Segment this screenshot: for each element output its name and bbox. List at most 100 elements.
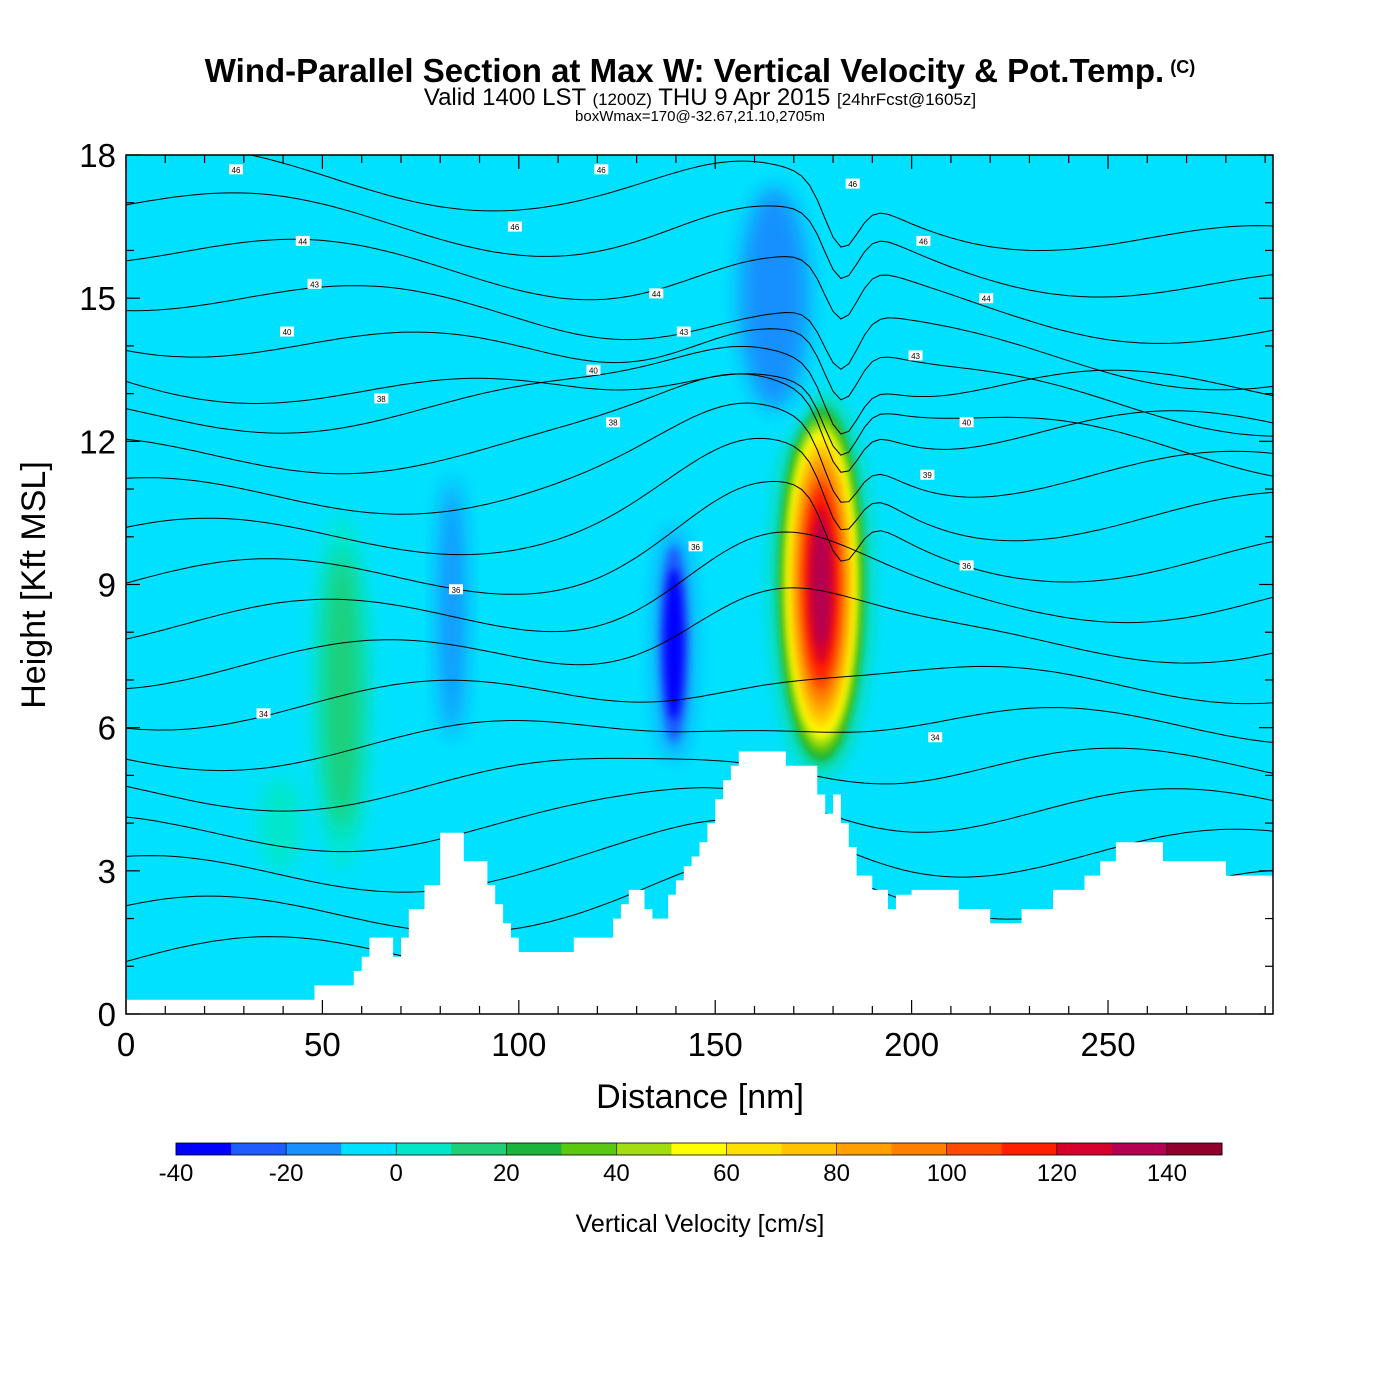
x-tick-label: 150 [688, 1026, 743, 1063]
colorbar-swatch [231, 1143, 287, 1155]
updraft-core-level [812, 523, 830, 646]
theta-label: 46 [594, 164, 609, 175]
theta-contour [126, 238, 1273, 344]
updraft-core [259, 775, 303, 871]
theta-label-text: 40 [589, 366, 598, 375]
theta-contour [126, 373, 1273, 475]
theta-contour [126, 819, 1273, 893]
downdraft-core [723, 155, 826, 442]
theta-label: 36 [959, 560, 974, 571]
colorbar-swatch [671, 1143, 728, 1155]
theta-label: 46 [916, 235, 931, 246]
theta-label-text: 39 [923, 471, 932, 480]
theta-label-text: 46 [597, 166, 606, 175]
theta-label-bg [307, 278, 322, 289]
theta-contours [126, 155, 1273, 974]
theta-label-text: 43 [310, 280, 319, 289]
downdraft-core-level [438, 478, 466, 738]
y-tick-label: 0 [98, 996, 116, 1033]
theta-label-text: 46 [919, 237, 928, 246]
colorbar-swatch [396, 1143, 452, 1155]
valid-utc: (1200Z) [592, 90, 652, 109]
colorbar-tick-label: 0 [390, 1160, 403, 1187]
theta-contour [126, 328, 1273, 437]
theta-contour [126, 346, 1273, 435]
y-axis-label: Height [Kft MSL] [15, 461, 53, 709]
theta-label: 43 [676, 326, 691, 337]
theta-label: 43 [307, 278, 322, 289]
chart-title: Wind-Parallel Section at Max W: Vertical… [0, 52, 1400, 90]
theta-label-bg [280, 326, 295, 337]
colorbar-swatch [616, 1143, 672, 1155]
theta-contour [126, 787, 1273, 853]
theta-label-bg [908, 350, 923, 361]
theta-contour [126, 192, 1273, 298]
theta-label: 44 [979, 293, 994, 304]
downdraft-core-level [739, 187, 809, 410]
theta-label: 38 [374, 393, 389, 404]
theta-label: 40 [280, 326, 295, 337]
colorbar-tick-label: 140 [1147, 1160, 1187, 1187]
colorbar-tick-label: 120 [1037, 1160, 1077, 1187]
theta-label-text: 40 [962, 419, 971, 428]
x-tick-label: 200 [884, 1026, 939, 1063]
theta-label-text: 40 [283, 328, 292, 337]
theta-label: 44 [649, 288, 664, 299]
theta-label-bg [507, 221, 522, 232]
valid-prefix: Valid 1400 LST [423, 84, 586, 111]
y-tick-label: 15 [79, 280, 116, 317]
theta-label-bg [959, 417, 974, 428]
x-axis: 0 50 100 150 200 250 [117, 155, 1266, 1063]
theta-label-bg [676, 326, 691, 337]
theta-label-text: 36 [962, 562, 971, 571]
x-axis-label: Distance [nm] [596, 1078, 804, 1116]
colorbar-swatch [561, 1143, 617, 1155]
colorbar-tick-label: 100 [927, 1160, 967, 1187]
colorbar-swatch [506, 1143, 562, 1155]
theta-contour [126, 481, 1273, 595]
updraft-core [314, 512, 370, 871]
theta-label-text: 44 [298, 237, 307, 246]
theta-label-bg [586, 364, 601, 375]
theta-label-bg [228, 164, 243, 175]
chart-title-text: Wind-Parallel Section at Max W: Vertical… [204, 52, 1165, 89]
theta-label: 34 [256, 708, 271, 719]
y-tick-label: 9 [98, 567, 116, 604]
theta-label-bg [845, 178, 860, 189]
valid-time-line: Valid 1400 LST (1200Z) THU 9 Apr 2015 [2… [0, 84, 1400, 112]
theta-label-bg [594, 164, 609, 175]
theta-label: 46 [507, 221, 522, 232]
colorbar: -40 -20 0 20 40 60 80 100 120 140 [159, 1142, 1223, 1187]
colorbar-swatch [176, 1143, 232, 1155]
theta-label: 34 [928, 732, 943, 743]
colorbar-tick-label: 80 [823, 1160, 850, 1187]
colorbar-swatch [1056, 1143, 1113, 1155]
x-tick-label: 0 [117, 1026, 135, 1063]
terrain-mask [126, 751, 1273, 1014]
theta-label-text: 43 [911, 352, 920, 361]
theta-label-text: 44 [982, 295, 991, 304]
downdraft-core [479, 775, 511, 871]
theta-label-bg [979, 293, 994, 304]
theta-label-text: 46 [232, 166, 241, 175]
downdraft-core-level [664, 568, 684, 720]
forecast-label: [24hrFcst@1605z] [836, 90, 977, 109]
theta-label-text: 46 [848, 180, 857, 189]
theta-label: 38 [606, 417, 621, 428]
colorbar-swatch [1001, 1143, 1058, 1155]
colorbar-swatch [1111, 1143, 1168, 1155]
theta-label-text: 34 [259, 710, 268, 719]
theta-labels: 46 46 46 46 44 46 43 44 44 40 43 43 40 38 38 40 39 36 36 36… [228, 164, 994, 743]
theta-contour [126, 707, 1273, 772]
theta-label-bg [649, 288, 664, 299]
colorbar-label: Vertical Velocity [cm/s] [576, 1210, 825, 1238]
colorbar-swatch [781, 1143, 838, 1155]
theta-contour [126, 747, 1273, 812]
theta-contour [248, 155, 1273, 251]
updraft-core-level [259, 775, 303, 871]
colorbar-swatch [836, 1143, 893, 1155]
theta-label-bg [295, 235, 310, 246]
theta-label-bg [256, 708, 271, 719]
x-tick-label: 250 [1080, 1026, 1135, 1063]
